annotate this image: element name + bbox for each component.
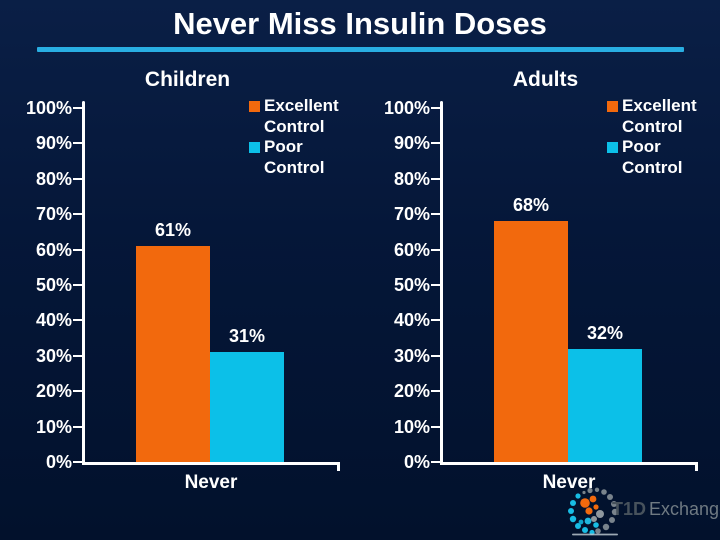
y-tick-mark bbox=[73, 461, 82, 463]
y-tick-mark bbox=[73, 425, 82, 428]
y-tick-label: 90% bbox=[393, 133, 430, 154]
legend-color-swatch-icon bbox=[249, 101, 260, 112]
y-tick-mark bbox=[73, 284, 82, 286]
bar-excellent-control bbox=[136, 246, 210, 462]
title-underline bbox=[37, 47, 684, 52]
y-tick-mark bbox=[73, 319, 82, 322]
bar-value-label: 68% bbox=[512, 195, 550, 216]
x-axis-line bbox=[440, 462, 698, 465]
x-category-label: Never bbox=[542, 472, 596, 493]
y-tick-mark bbox=[431, 461, 440, 463]
legend-item: Poor Control bbox=[249, 137, 355, 178]
legend-item: Excellent Control bbox=[607, 96, 713, 137]
legend-label: Poor Control bbox=[264, 137, 325, 177]
y-tick-mark bbox=[431, 354, 440, 357]
legend-label: Excellent Control bbox=[622, 96, 697, 136]
y-tick-mark bbox=[431, 284, 440, 286]
y-tick-mark bbox=[73, 107, 82, 109]
y-tick-mark bbox=[431, 425, 440, 428]
bar-value-label: 32% bbox=[586, 322, 624, 343]
y-tick-label: 40% bbox=[35, 310, 72, 331]
bar-value-label: 61% bbox=[154, 220, 192, 241]
y-tick-mark bbox=[73, 177, 82, 180]
logo-text-bold: T1D bbox=[612, 499, 647, 519]
y-tick-label: 10% bbox=[35, 416, 72, 437]
legend-item: Excellent Control bbox=[249, 96, 355, 137]
y-tick-label: 70% bbox=[393, 204, 430, 225]
y-tick-label: 80% bbox=[35, 168, 72, 189]
y-tick-mark bbox=[431, 319, 440, 322]
bar-poor-control bbox=[568, 348, 642, 462]
y-tick-label: 20% bbox=[35, 381, 72, 402]
y-tick-label: 100% bbox=[25, 98, 72, 118]
x-axis-end-tick bbox=[337, 462, 340, 471]
legend-color-swatch-icon bbox=[249, 142, 260, 153]
y-tick-mark bbox=[431, 177, 440, 180]
bar-poor-control bbox=[210, 352, 284, 462]
y-tick-label: 30% bbox=[393, 345, 430, 366]
legend-label: Excellent Control bbox=[264, 96, 339, 136]
x-axis-end-tick bbox=[695, 462, 698, 471]
y-tick-mark bbox=[431, 248, 440, 251]
legend-item: Poor Control bbox=[607, 137, 713, 178]
y-tick-mark bbox=[73, 142, 82, 145]
y-axis-line bbox=[82, 101, 85, 465]
x-axis-line bbox=[82, 462, 340, 465]
y-tick-label: 60% bbox=[393, 239, 430, 260]
x-category-label: Never bbox=[184, 472, 238, 493]
y-tick-mark bbox=[73, 354, 82, 357]
bar-excellent-control bbox=[494, 221, 568, 462]
y-tick-label: 30% bbox=[35, 345, 72, 366]
y-tick-mark bbox=[73, 248, 82, 251]
y-tick-label: 50% bbox=[35, 275, 72, 295]
y-tick-label: 0% bbox=[403, 452, 430, 472]
y-tick-mark bbox=[431, 142, 440, 145]
logo-text-light: Exchange bbox=[649, 499, 720, 519]
page-title: Never Miss Insulin Doses bbox=[173, 6, 547, 41]
chart-children: Children 100% 90% 80% 70% 60% 50% 40% 30% 20% 10%… bbox=[20, 68, 360, 508]
y-tick-label: 100% bbox=[383, 98, 430, 118]
t1d-exchange-logo: T1DExchange bbox=[566, 486, 720, 536]
y-tick-mark bbox=[431, 213, 440, 216]
y-tick-mark bbox=[73, 390, 82, 393]
bar-value-label: 31% bbox=[228, 326, 266, 347]
legend-color-swatch-icon bbox=[607, 142, 618, 153]
y-tick-mark bbox=[431, 107, 440, 109]
legend-label: Poor Control bbox=[622, 137, 683, 177]
legend-color-swatch-icon bbox=[607, 101, 618, 112]
y-tick-label: 50% bbox=[393, 275, 430, 295]
y-tick-label: 20% bbox=[393, 381, 430, 402]
legend: Excellent Control Poor Control bbox=[249, 96, 355, 178]
y-tick-label: 10% bbox=[393, 416, 430, 437]
t1d-exchange-logo-icon bbox=[568, 487, 619, 536]
y-tick-label: 0% bbox=[45, 452, 72, 472]
y-tick-label: 40% bbox=[393, 310, 430, 331]
y-tick-label: 80% bbox=[393, 168, 430, 189]
chart-title: Children bbox=[144, 68, 231, 91]
chart-adults: Adults 100% 90% 80% 70% 60% 50% 40% 30% 20% 10% 0%… bbox=[378, 68, 718, 508]
y-tick-label: 90% bbox=[35, 133, 72, 154]
legend: Excellent Control Poor Control bbox=[607, 96, 713, 178]
y-tick-mark bbox=[73, 213, 82, 216]
y-tick-label: 60% bbox=[35, 239, 72, 260]
chart-title: Adults bbox=[512, 68, 579, 91]
y-axis-line bbox=[440, 101, 443, 465]
y-tick-mark bbox=[431, 390, 440, 393]
y-tick-label: 70% bbox=[35, 204, 72, 225]
t1d-exchange-logo-text: T1DExchange bbox=[612, 499, 720, 519]
